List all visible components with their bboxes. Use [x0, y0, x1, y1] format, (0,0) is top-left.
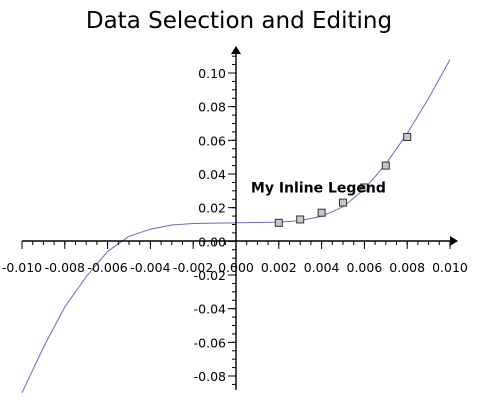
- x-tick-label: -0.002: [173, 260, 213, 275]
- y-tick-label: 0.08: [198, 100, 226, 115]
- y-tick-label: -0.08: [194, 369, 226, 384]
- x-tick-label: 0.004: [304, 260, 340, 275]
- data-point-marker: [403, 132, 412, 141]
- y-tick-label: 0.10: [198, 66, 226, 81]
- x-tick-label: -0.010: [2, 260, 42, 275]
- x-axis-arrow: [450, 236, 458, 246]
- data-point-marker: [274, 218, 283, 227]
- data-point-marker: [296, 215, 305, 224]
- data-point-marker: [317, 208, 326, 217]
- y-tick-label: 0.00: [198, 234, 226, 249]
- y-tick-label: -0.04: [194, 302, 226, 317]
- x-tick-label: -0.006: [87, 260, 127, 275]
- x-tick-label: 0.000: [218, 260, 254, 275]
- y-axis-arrow: [231, 46, 241, 54]
- data-point-marker: [381, 161, 390, 170]
- x-tick-label: 0.002: [261, 260, 297, 275]
- chart-title: Data Selection and Editing: [85, 8, 393, 34]
- x-tick-label: 0.006: [347, 260, 383, 275]
- data-point-marker: [339, 198, 347, 207]
- data-point-marker: [360, 183, 369, 192]
- x-tick-label: -0.004: [130, 260, 170, 275]
- y-tick-label: -0.02: [194, 268, 226, 283]
- y-tick-label: 0.02: [198, 201, 226, 216]
- x-tick-label: 0.010: [432, 260, 468, 275]
- y-tick-label: -0.06: [194, 335, 226, 350]
- x-tick-label: 0.008: [389, 260, 425, 275]
- y-tick-label: 0.06: [198, 133, 226, 148]
- y-tick-label: 0.04: [198, 167, 226, 182]
- x-tick-label: -0.008: [45, 260, 85, 275]
- inline-legend: My Inline Legend: [251, 181, 386, 197]
